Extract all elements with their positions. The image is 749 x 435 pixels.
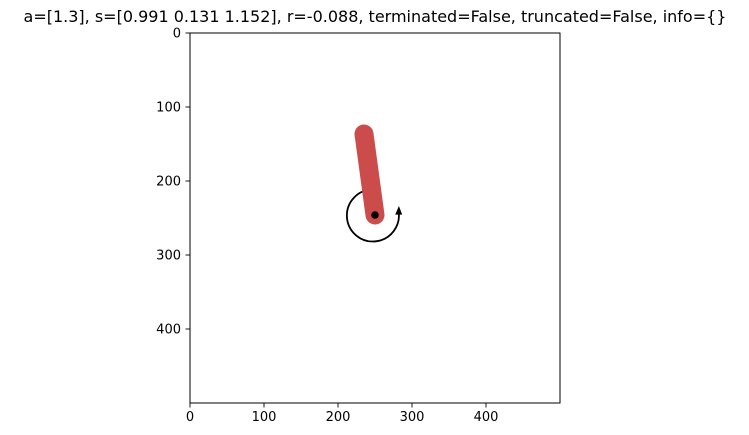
y-tick-label: 0 <box>173 27 181 42</box>
y-tick-label: 300 <box>156 249 181 264</box>
y-tick-label: 400 <box>156 323 181 338</box>
y-tick-label: 200 <box>156 175 181 190</box>
x-tick-label: 100 <box>252 410 277 425</box>
pendulum-rod <box>354 124 385 225</box>
y-axis: 0 100 200 300 400 <box>156 27 190 338</box>
y-tick-label: 100 <box>156 101 181 116</box>
pivot-point <box>371 211 379 219</box>
x-tick-label: 300 <box>400 410 425 425</box>
x-axis: 0 100 200 300 400 <box>186 403 499 425</box>
figure-title: a=[1.3], s=[0.991 0.131 1.152], r=-0.088… <box>24 7 727 26</box>
pendulum-render <box>346 124 403 243</box>
torque-arrow-head <box>395 206 403 215</box>
torque-arrow-arc <box>346 188 400 243</box>
axes: 0 100 200 300 400 0 100 200 300 400 <box>156 27 561 425</box>
x-tick-label: 400 <box>474 410 499 425</box>
x-tick-label: 200 <box>326 410 351 425</box>
axes-frame <box>189 32 561 404</box>
x-tick-label: 0 <box>186 410 194 425</box>
